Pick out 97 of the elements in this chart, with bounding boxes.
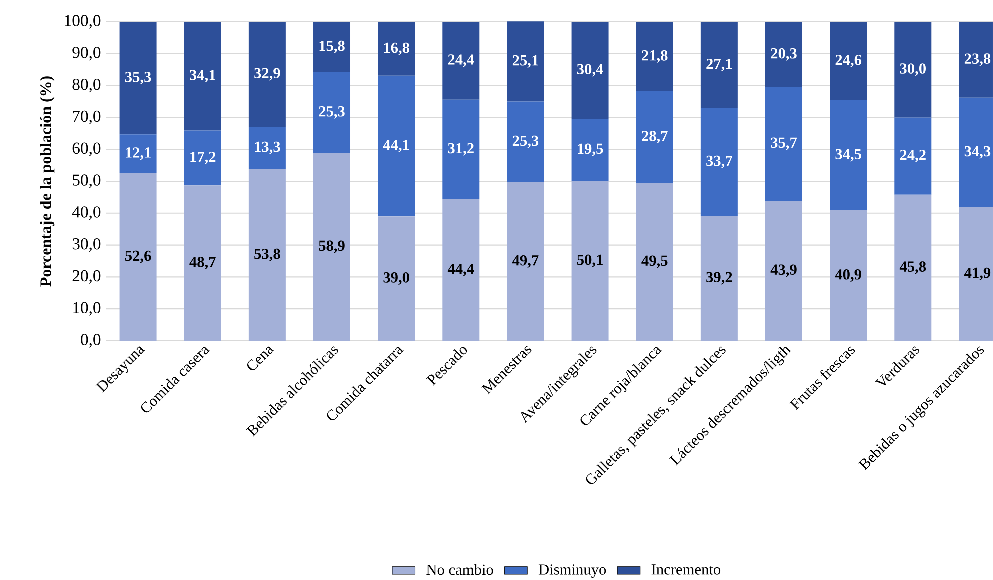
bar — [766, 87, 802, 201]
y-tick-label: 50,0 — [73, 174, 101, 188]
bar — [314, 22, 351, 72]
bar — [700, 22, 738, 108]
bar — [894, 22, 932, 118]
bar — [572, 118, 609, 182]
data-label: 17,2 — [190, 152, 216, 164]
bar — [248, 22, 286, 127]
y-tick-label: 80,0 — [72, 78, 101, 93]
data-label: 32,9 — [254, 68, 280, 81]
data-label: 53,8 — [254, 248, 280, 262]
bar — [378, 216, 416, 341]
data-label: 34,5 — [836, 149, 862, 162]
bar — [700, 216, 738, 341]
y-tick-label: 10,0 — [74, 302, 101, 316]
bar — [442, 199, 480, 341]
bar — [314, 72, 351, 154]
data-label: 12,1 — [126, 148, 151, 160]
data-label: 52,6 — [125, 250, 152, 264]
bar — [636, 22, 674, 92]
bar — [507, 22, 544, 102]
bar — [184, 130, 222, 186]
bar — [572, 22, 609, 119]
data-label: 30,4 — [577, 64, 604, 77]
data-label: 13,3 — [255, 142, 280, 154]
data-label: 39,2 — [706, 272, 732, 285]
bar — [378, 22, 416, 76]
data-label: 50,1 — [577, 254, 603, 268]
bar — [314, 153, 351, 341]
y-tick-label: 100,0 — [65, 15, 101, 29]
bar — [442, 22, 480, 100]
data-label: 33,7 — [706, 156, 732, 168]
y-tick-label: 90,0 — [72, 47, 101, 61]
data-label: 25,3 — [512, 136, 539, 148]
data-label: 49,7 — [512, 255, 539, 268]
data-label: 21,8 — [642, 50, 668, 64]
legend-label: No cambio — [426, 564, 494, 576]
bar — [120, 173, 157, 341]
data-label: 23,8 — [964, 54, 991, 66]
bar — [507, 102, 544, 182]
data-label: 19,5 — [578, 144, 604, 156]
data-label: 45,8 — [900, 262, 926, 274]
y-tick-label: 70,0 — [73, 110, 101, 125]
data-label: 24,2 — [900, 150, 926, 163]
data-label: 58,9 — [319, 240, 345, 254]
y-tick-label: 40,0 — [72, 206, 101, 220]
data-label: 34,3 — [964, 146, 991, 159]
bar — [830, 22, 868, 100]
data-label: 44,1 — [383, 140, 410, 152]
bar — [830, 100, 868, 211]
data-label: 24,4 — [448, 54, 474, 68]
bar — [442, 100, 480, 200]
data-label: 28,7 — [642, 131, 668, 144]
bar — [184, 186, 222, 341]
bar — [248, 169, 286, 341]
bar — [766, 22, 802, 88]
y-tick-label: 60,0 — [72, 142, 101, 156]
data-label: 35,3 — [125, 72, 152, 85]
bar — [894, 118, 932, 195]
legend-label: Disminuyo — [538, 564, 606, 578]
data-label: 30,0 — [900, 64, 926, 76]
bar — [700, 108, 738, 216]
data-label: 49,5 — [642, 256, 668, 268]
data-label: 41,9 — [964, 268, 991, 280]
data-label: 40,9 — [835, 269, 862, 282]
data-label: 16,8 — [384, 42, 410, 56]
data-label: 39,0 — [384, 272, 410, 286]
bar — [572, 181, 609, 341]
bar — [120, 22, 157, 135]
data-label: 25,3 — [319, 106, 345, 119]
data-label: 27,1 — [706, 58, 732, 72]
data-label: 25,1 — [512, 55, 538, 68]
y-tick-label: 30,0 — [72, 238, 101, 252]
data-label: 15,8 — [320, 40, 345, 54]
y-axis-title: Porcentaje de la población (%) — [40, 76, 55, 287]
bar — [636, 183, 674, 341]
data-label: 34,1 — [190, 70, 216, 83]
bar — [830, 210, 868, 341]
legend-label: Incremento — [652, 564, 721, 575]
data-label: 48,7 — [190, 257, 216, 270]
data-label: 44,4 — [448, 264, 474, 276]
data-label: 43,9 — [770, 264, 797, 278]
bar — [636, 92, 674, 184]
bar — [378, 76, 416, 217]
bar — [766, 200, 802, 341]
x-tick-label: Cena — [247, 346, 274, 370]
bar — [894, 194, 932, 341]
y-tick-label: 0,0 — [81, 334, 101, 348]
bar — [120, 134, 157, 174]
bar — [184, 22, 222, 131]
data-label: 20,3 — [771, 48, 797, 61]
data-label: 31,2 — [448, 143, 474, 156]
data-label: 24,6 — [836, 54, 862, 68]
bar — [507, 182, 544, 341]
data-label: 35,7 — [771, 138, 798, 150]
y-tick-label: 20,0 — [72, 270, 101, 284]
bar — [248, 126, 286, 170]
